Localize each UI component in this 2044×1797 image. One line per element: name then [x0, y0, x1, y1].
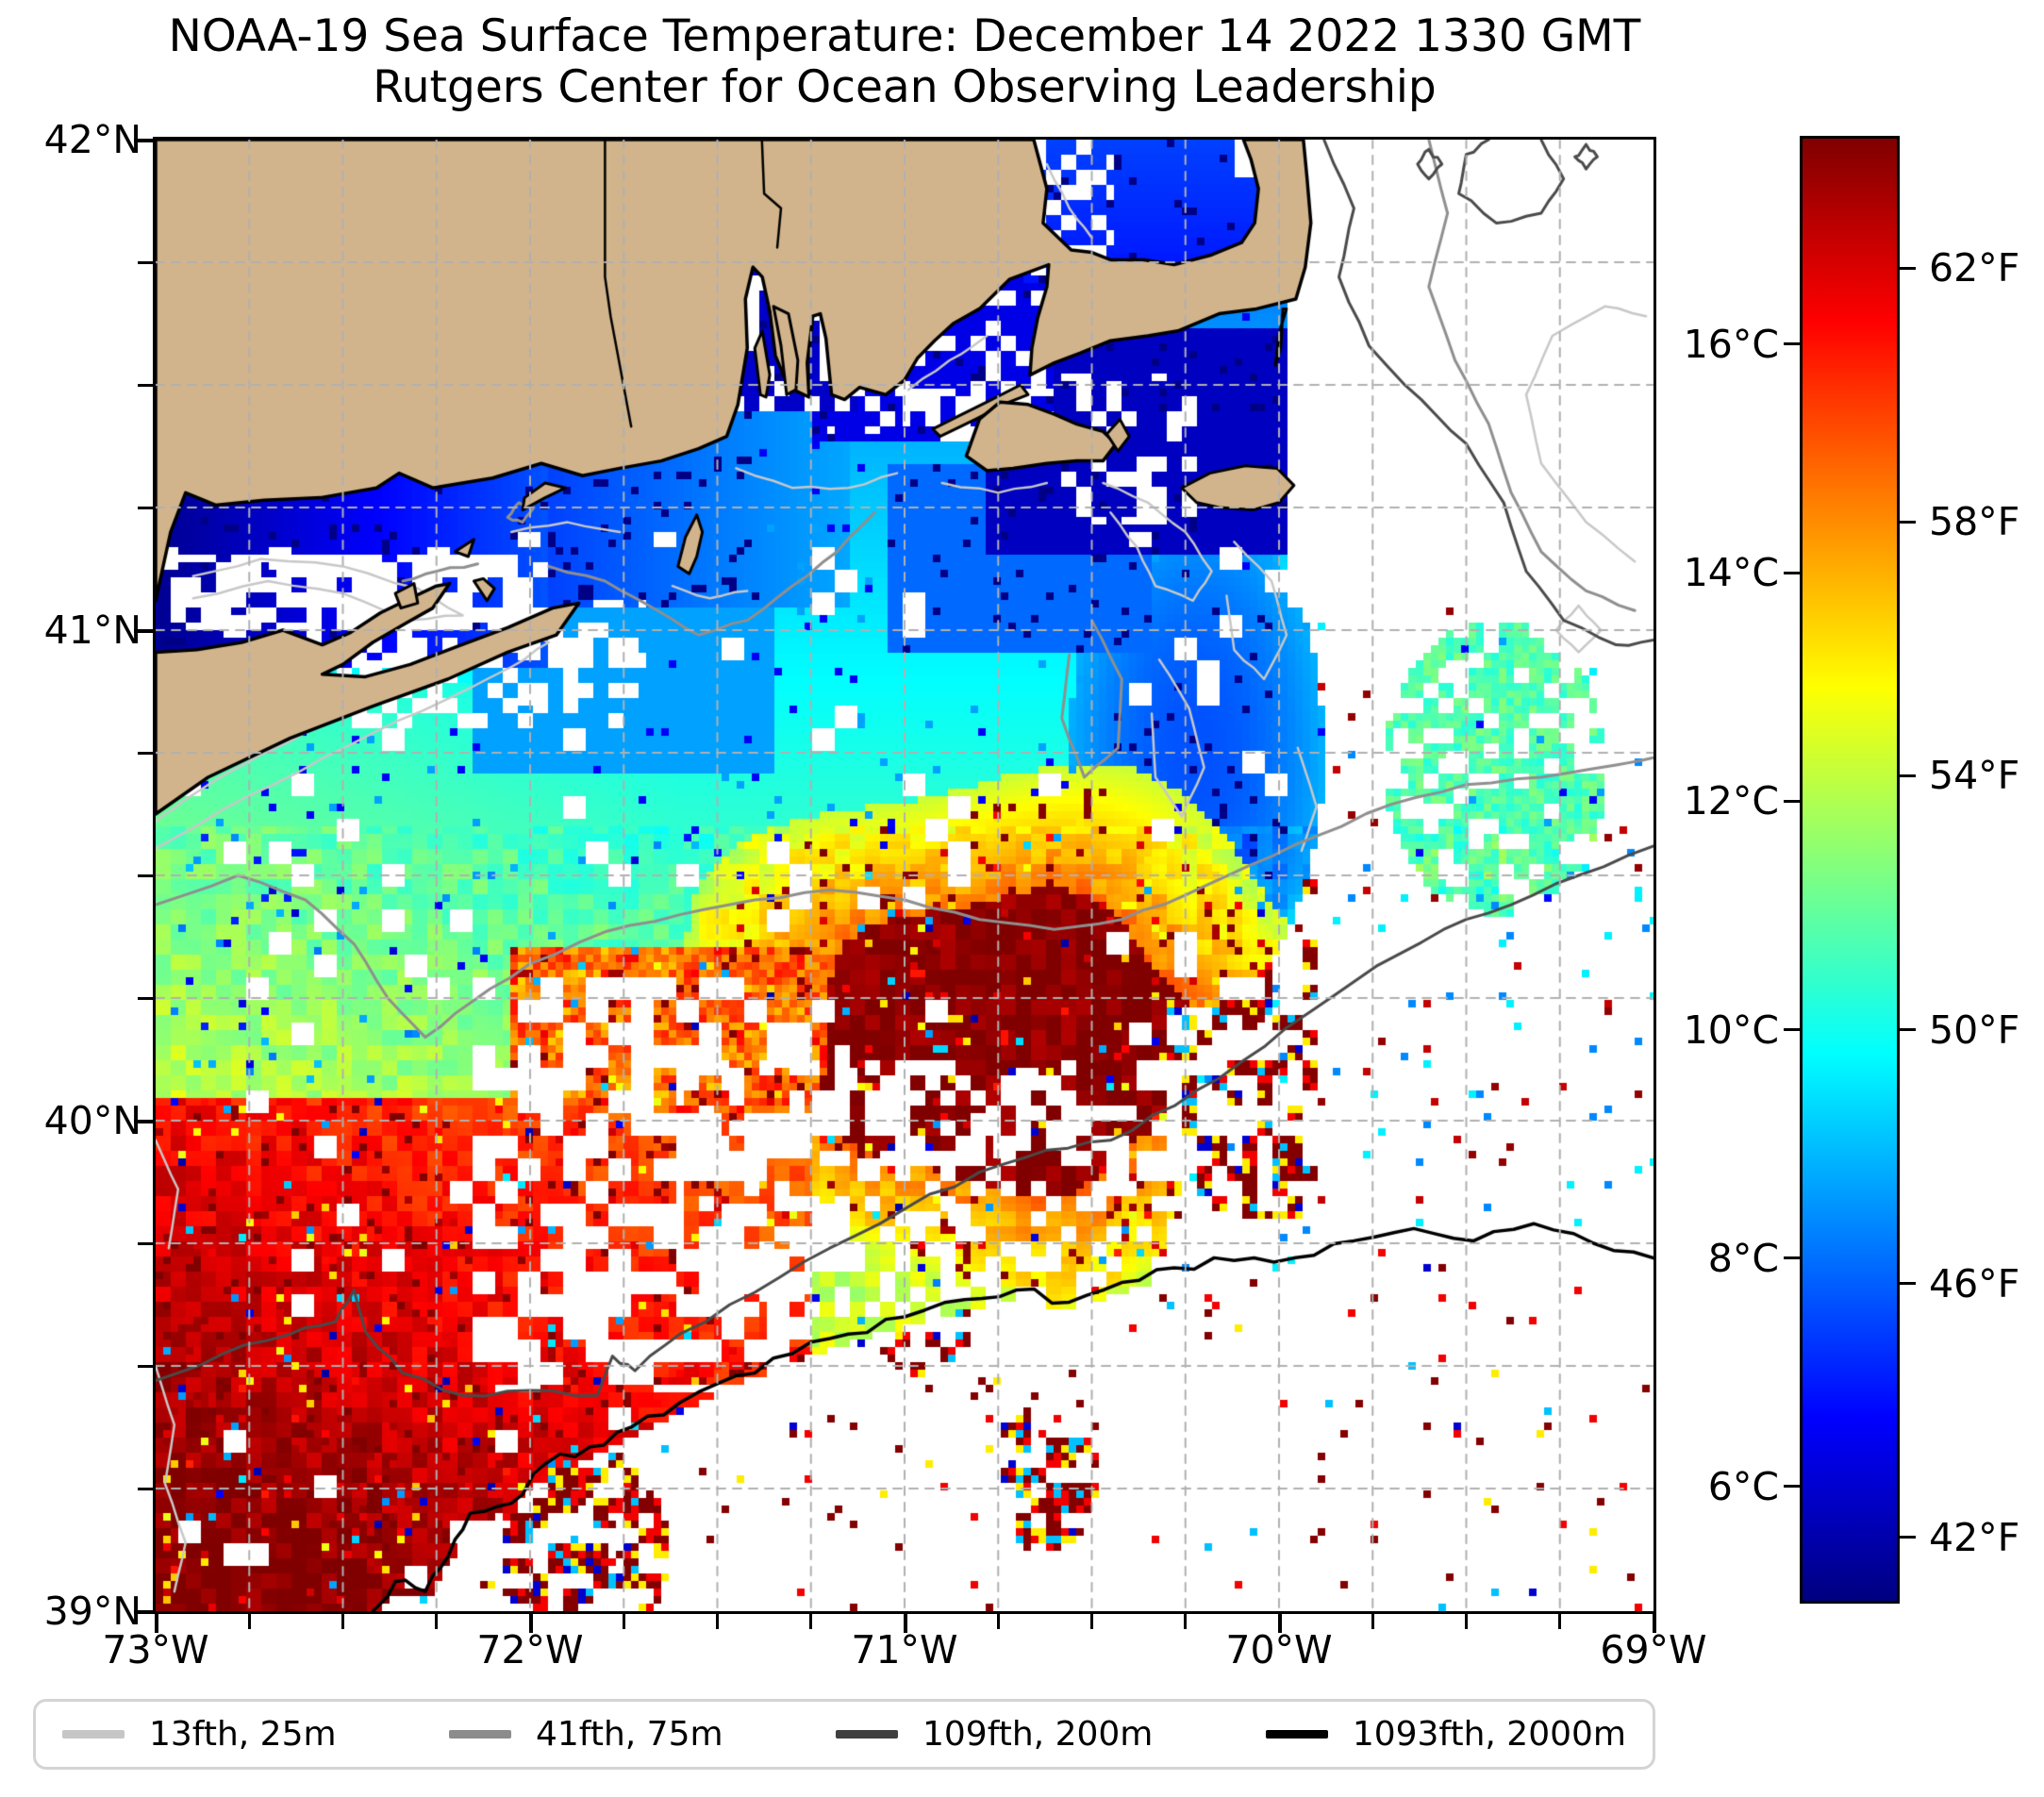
y-axis-tick — [138, 751, 153, 755]
y-axis-tick — [138, 260, 153, 264]
colorbar-fahrenheit-tick — [1900, 1282, 1916, 1286]
x-tick-label: 71°W — [851, 1627, 958, 1672]
colorbar-celsius-label: 8°C — [1707, 1235, 1779, 1281]
x-axis-tick — [1090, 1614, 1093, 1629]
x-axis-tick — [903, 1614, 907, 1633]
colorbar-celsius-tick — [1784, 1485, 1800, 1489]
colorbar — [1800, 136, 1900, 1604]
colorbar-fahrenheit-label: 46°F — [1929, 1260, 2020, 1306]
x-axis-tick — [996, 1614, 1000, 1629]
x-axis-tick — [1184, 1614, 1188, 1629]
x-axis-tick — [1558, 1614, 1562, 1629]
colorbar-fahrenheit-label: 54°F — [1929, 753, 2020, 799]
colorbar-gradient — [1803, 139, 1897, 1601]
y-axis-tick — [138, 996, 153, 1000]
y-axis-tick — [134, 628, 153, 633]
y-axis-tick — [138, 383, 153, 387]
y-tick-label: 39°N — [43, 1589, 141, 1634]
colorbar-fahrenheit-tick — [1900, 520, 1916, 524]
y-axis-tick — [134, 138, 153, 142]
y-tick-label: 41°N — [43, 607, 141, 653]
x-tick-label: 70°W — [1225, 1627, 1333, 1672]
legend-item: 13fth, 25m — [62, 1715, 337, 1754]
legend-item: 109fth, 200m — [836, 1715, 1153, 1754]
legend-label: 1093fth, 2000m — [1352, 1715, 1626, 1754]
legend-label: 109fth, 200m — [922, 1715, 1154, 1754]
colorbar-celsius-label: 14°C — [1683, 550, 1779, 596]
y-tick-label: 42°N — [43, 117, 141, 162]
plot-title: NOAA-19 Sea Surface Temperature: Decembe… — [168, 10, 1641, 62]
y-axis-tick — [138, 506, 153, 509]
colorbar-celsius-tick — [1784, 1028, 1800, 1032]
colorbar-fahrenheit-label: 50°F — [1929, 1007, 2020, 1053]
legend-line-sample — [1265, 1730, 1328, 1739]
x-axis-tick — [809, 1614, 813, 1629]
legend-label: 13fth, 25m — [149, 1715, 337, 1754]
legend-line-sample — [62, 1730, 125, 1739]
colorbar-celsius-tick — [1784, 1256, 1800, 1260]
colorbar-fahrenheit-tick — [1900, 1536, 1916, 1539]
colorbar-celsius-tick — [1784, 342, 1800, 346]
colorbar-fahrenheit-tick — [1900, 266, 1916, 270]
x-axis-tick — [154, 1614, 158, 1633]
y-axis-tick — [138, 1241, 153, 1245]
colorbar-fahrenheit-label: 42°F — [1929, 1514, 2020, 1560]
plot-subtitle: Rutgers Center for Ocean Observing Leade… — [373, 61, 1437, 113]
colorbar-fahrenheit-label: 58°F — [1929, 499, 2020, 545]
y-tick-label: 40°N — [43, 1098, 141, 1143]
x-axis-tick — [1277, 1614, 1282, 1633]
colorbar-fahrenheit-tick — [1900, 774, 1916, 777]
colorbar-celsius-tick — [1784, 571, 1800, 574]
y-axis-tick — [138, 874, 153, 877]
y-axis-tick — [138, 1487, 153, 1490]
legend-item: 1093fth, 2000m — [1265, 1715, 1626, 1754]
legend-line-sample — [836, 1730, 898, 1739]
x-axis-tick — [528, 1614, 533, 1633]
colorbar-celsius-label: 6°C — [1707, 1463, 1779, 1509]
colorbar-celsius-label: 16°C — [1683, 321, 1779, 367]
colorbar-celsius-label: 10°C — [1683, 1007, 1779, 1053]
colorbar-fahrenheit-label: 62°F — [1929, 245, 2020, 291]
map-frame — [153, 137, 1656, 1614]
x-axis-tick — [435, 1614, 439, 1629]
x-axis-tick — [622, 1614, 625, 1629]
x-tick-label: 73°W — [102, 1627, 209, 1672]
y-axis-tick — [138, 1364, 153, 1368]
colorbar-celsius-tick — [1784, 799, 1800, 803]
colorbar-fahrenheit-tick — [1900, 1028, 1916, 1032]
x-axis-tick — [247, 1614, 251, 1629]
y-axis-tick — [134, 1119, 153, 1123]
bathymetry-legend: 13fth, 25m 41fth, 75m 109fth, 200m 1093fth,… — [33, 1699, 1655, 1770]
y-axis-tick — [134, 1609, 153, 1614]
legend-item: 41fth, 75m — [449, 1715, 723, 1754]
x-axis-tick — [716, 1614, 719, 1629]
x-tick-label: 72°W — [476, 1627, 584, 1672]
legend-line-sample — [449, 1730, 511, 1739]
x-axis-tick — [341, 1614, 344, 1629]
x-axis-tick — [1465, 1614, 1468, 1629]
colorbar-celsius-label: 12°C — [1683, 778, 1779, 824]
sst-map-canvas — [156, 140, 1653, 1611]
legend-label: 41fth, 75m — [536, 1715, 723, 1754]
x-axis-tick — [1652, 1614, 1656, 1633]
x-tick-label: 69°W — [1600, 1627, 1707, 1672]
x-axis-tick — [1371, 1614, 1374, 1629]
